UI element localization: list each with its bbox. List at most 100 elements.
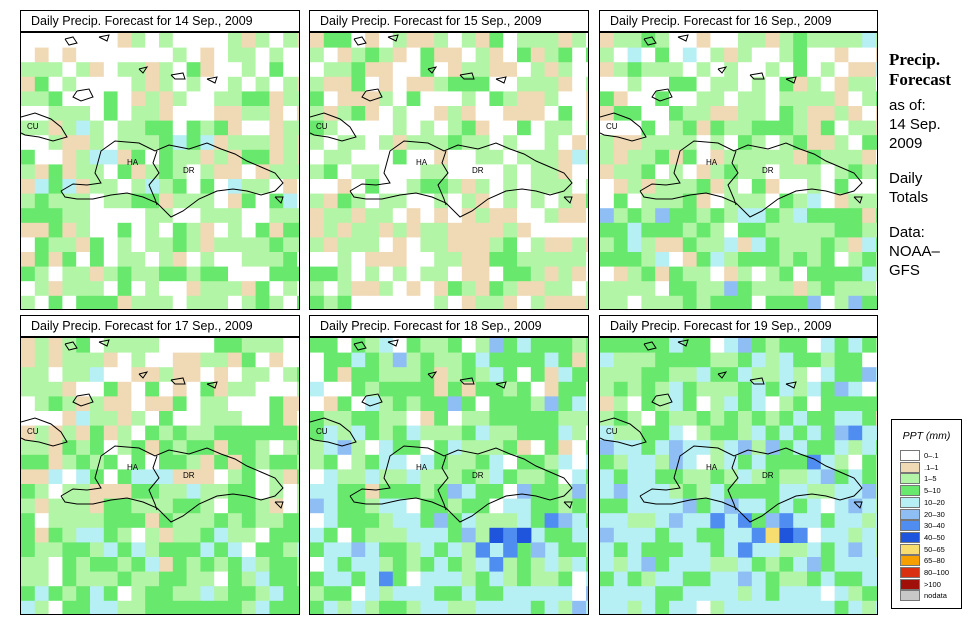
precip-cell (255, 91, 270, 107)
precip-cell (682, 600, 698, 614)
precip-cell (641, 367, 656, 383)
precip-cell (351, 571, 366, 587)
precip-cell (669, 135, 684, 151)
precip-cell (131, 281, 146, 297)
precip-cell (544, 425, 559, 441)
precip-cell (297, 542, 299, 558)
precip-cell (503, 252, 518, 268)
precip-cell (21, 586, 36, 602)
precip-cell (586, 557, 588, 573)
map-panel-1[interactable]: CU HA DR (20, 32, 300, 310)
precip-cell (834, 33, 849, 49)
precip-cell (283, 33, 298, 49)
precip-cell (90, 208, 105, 224)
precip-cell (475, 557, 490, 573)
precip-cell (503, 352, 518, 368)
precip-cell (420, 208, 435, 224)
map-panel-6[interactable]: CU HA DR (599, 337, 878, 615)
coastline (427, 371, 438, 379)
precip-cell (283, 47, 298, 63)
precip-cell (297, 252, 299, 268)
precip-cell (724, 542, 739, 558)
precip-cell (558, 149, 573, 165)
precip-cell (420, 222, 435, 238)
precip-cell (696, 557, 711, 573)
coastline (98, 34, 110, 42)
precip-cell (600, 222, 615, 238)
precip-cell (228, 600, 243, 614)
precip-cell (159, 47, 174, 63)
precip-cell (489, 484, 504, 500)
precip-cell (834, 381, 849, 397)
precip-cell (241, 454, 257, 470)
legend-swatch (900, 531, 920, 543)
precip-cell (600, 193, 615, 209)
precip-cell (876, 281, 877, 297)
precip-cell (145, 454, 160, 470)
precip-cell (530, 281, 546, 297)
precip-cell (669, 381, 684, 397)
precip-cell (558, 586, 573, 602)
precip-cell (572, 252, 587, 268)
map-panel-5[interactable]: CU HA DR (309, 337, 589, 615)
map-panel-3[interactable]: CU HA DR (599, 32, 878, 310)
coastline (563, 501, 573, 509)
precip-cell (807, 396, 822, 412)
precip-cell (379, 367, 394, 383)
precip-cell (489, 586, 504, 602)
precip-cell (131, 237, 146, 253)
precip-cell (834, 266, 849, 282)
precip-cell (228, 396, 243, 412)
precip-cell (310, 411, 325, 427)
map-panel-2[interactable]: CU HA DR (309, 32, 589, 310)
precip-cell (323, 120, 339, 136)
precip-cell (228, 135, 243, 151)
precip-cell (655, 76, 670, 92)
precip-cell (48, 208, 63, 224)
precip-cell (558, 179, 573, 195)
precip-cell (103, 454, 119, 470)
precip-cell (172, 252, 188, 268)
precip-cell (172, 484, 188, 500)
precip-cell (641, 295, 656, 309)
precip-cell (530, 542, 546, 558)
precip-cell (572, 440, 587, 456)
precip-cell (876, 237, 877, 253)
precip-cell (820, 557, 836, 573)
precip-cell (820, 542, 836, 558)
precip-cell (669, 164, 684, 180)
precip-cell (738, 106, 753, 122)
precip-cell (186, 135, 201, 151)
precip-cell (34, 542, 50, 558)
precip-cell (392, 454, 408, 470)
precip-cell (710, 469, 725, 485)
precip-cell (710, 193, 725, 209)
precip-cell (228, 76, 243, 92)
precip-cell (848, 425, 863, 441)
precip-cell (337, 425, 352, 441)
precip-cell (406, 179, 421, 195)
map-panel-4[interactable]: CU HA DR (20, 337, 300, 615)
precip-cell (696, 106, 711, 122)
precip-cell (103, 411, 119, 427)
precip-cell (517, 76, 532, 92)
precip-cell (682, 571, 698, 587)
precip-cell (738, 484, 753, 500)
precip-cell (420, 513, 435, 529)
precip-cell (862, 513, 877, 529)
precip-cell (834, 498, 849, 514)
precip-cell (406, 62, 421, 78)
precip-cell (724, 352, 739, 368)
precip-cell (517, 266, 532, 282)
precip-cell (710, 425, 725, 441)
country-label: CU (606, 427, 618, 436)
precip-cell (228, 542, 243, 558)
precip-cell (738, 411, 753, 427)
precip-cell (21, 295, 36, 309)
precip-cell (793, 179, 808, 195)
precip-cell (297, 557, 299, 573)
precip-cell (710, 396, 725, 412)
precip-cell (269, 164, 284, 180)
precip-cell (765, 208, 780, 224)
precip-cell (558, 252, 573, 268)
